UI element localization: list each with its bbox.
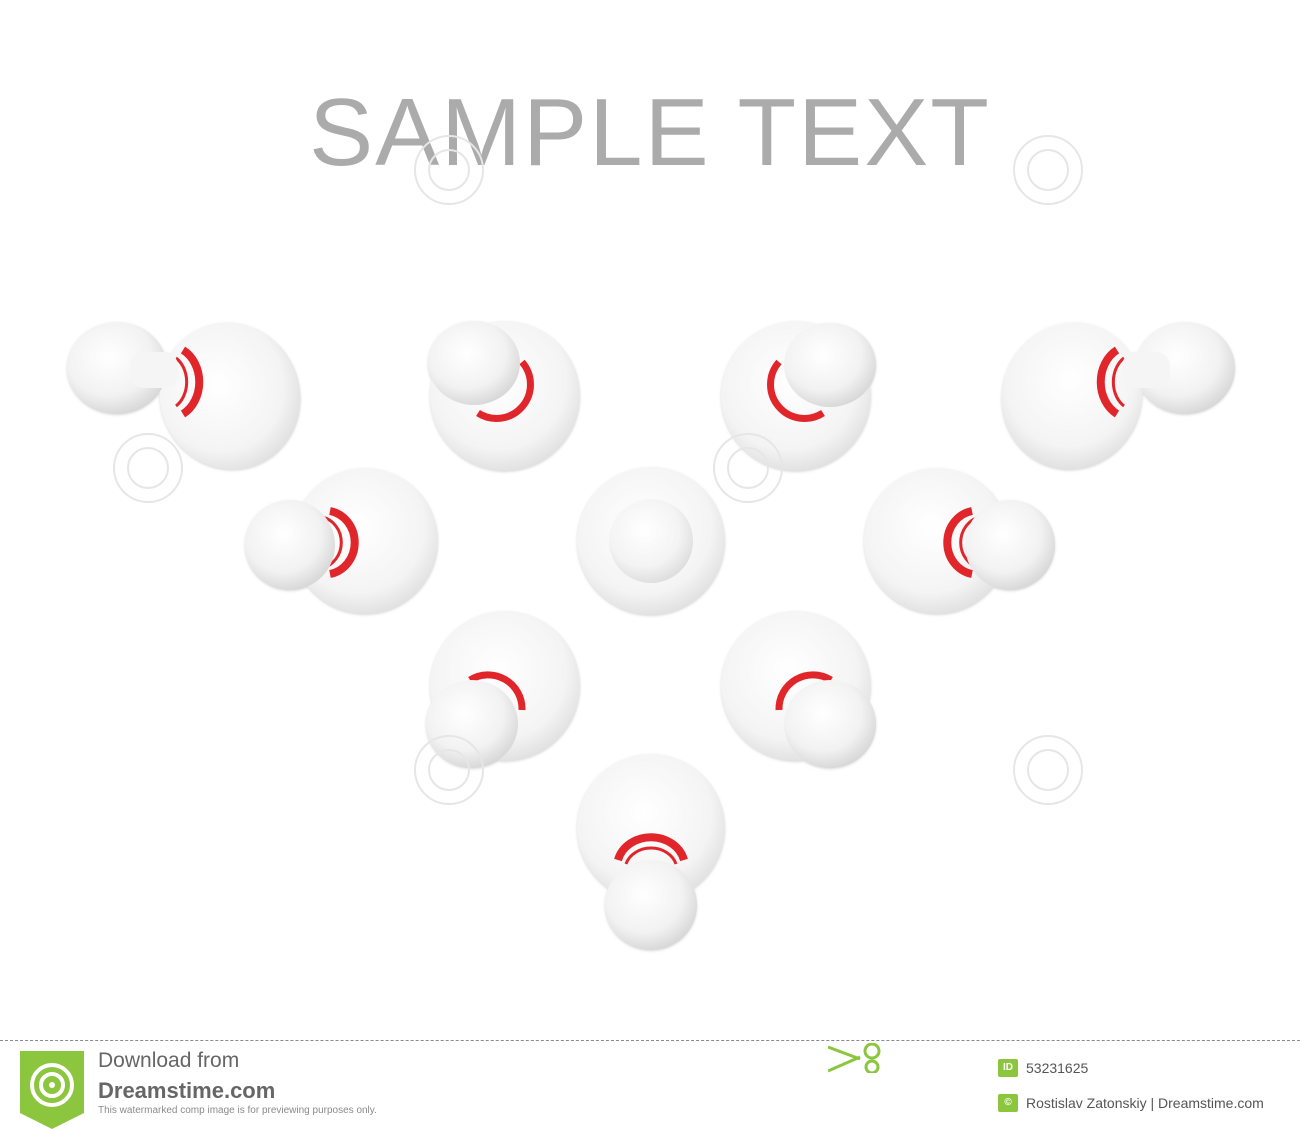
bowling-pin: [577, 754, 725, 950]
site-name: Dreamstime.com: [98, 1078, 276, 1103]
bowling-pin: [67, 322, 301, 470]
bowling-pin: [577, 467, 725, 615]
id-badge-icon: ID: [998, 1059, 1018, 1077]
bowling-pin: [721, 611, 876, 768]
bowling-pin: [1001, 322, 1235, 470]
bowling-pins-scene: [67, 135, 1235, 950]
author-credit-row: © Rostislav Zatonskiy | Dreamstime.com: [998, 1093, 1264, 1113]
bowling-pin: [245, 468, 438, 614]
watermark-footer: Download from Dreamstime.com This waterm…: [0, 1040, 1300, 1131]
image-id-row: ID 53231625: [998, 1058, 1088, 1078]
watermark-pattern: [113, 135, 1083, 805]
bowling-pin: [426, 611, 580, 768]
dreamstime-spiral-icon: [20, 1051, 84, 1129]
copyright-icon: ©: [998, 1094, 1018, 1112]
bowling-pin: [864, 468, 1055, 614]
bowling-pin: [428, 321, 580, 471]
image-id: 53231625: [1026, 1060, 1089, 1076]
author-credit: Rostislav Zatonskiy | Dreamstime.com: [1026, 1095, 1264, 1111]
scissors-icon: [828, 1043, 881, 1073]
headline-sample-text: SAMPLE TEXT: [309, 79, 991, 186]
watermark-disclaimer: This watermarked comp image is for previ…: [98, 1105, 377, 1116]
bowling-pin: [721, 321, 876, 471]
download-from-label: Download from: [98, 1049, 240, 1072]
